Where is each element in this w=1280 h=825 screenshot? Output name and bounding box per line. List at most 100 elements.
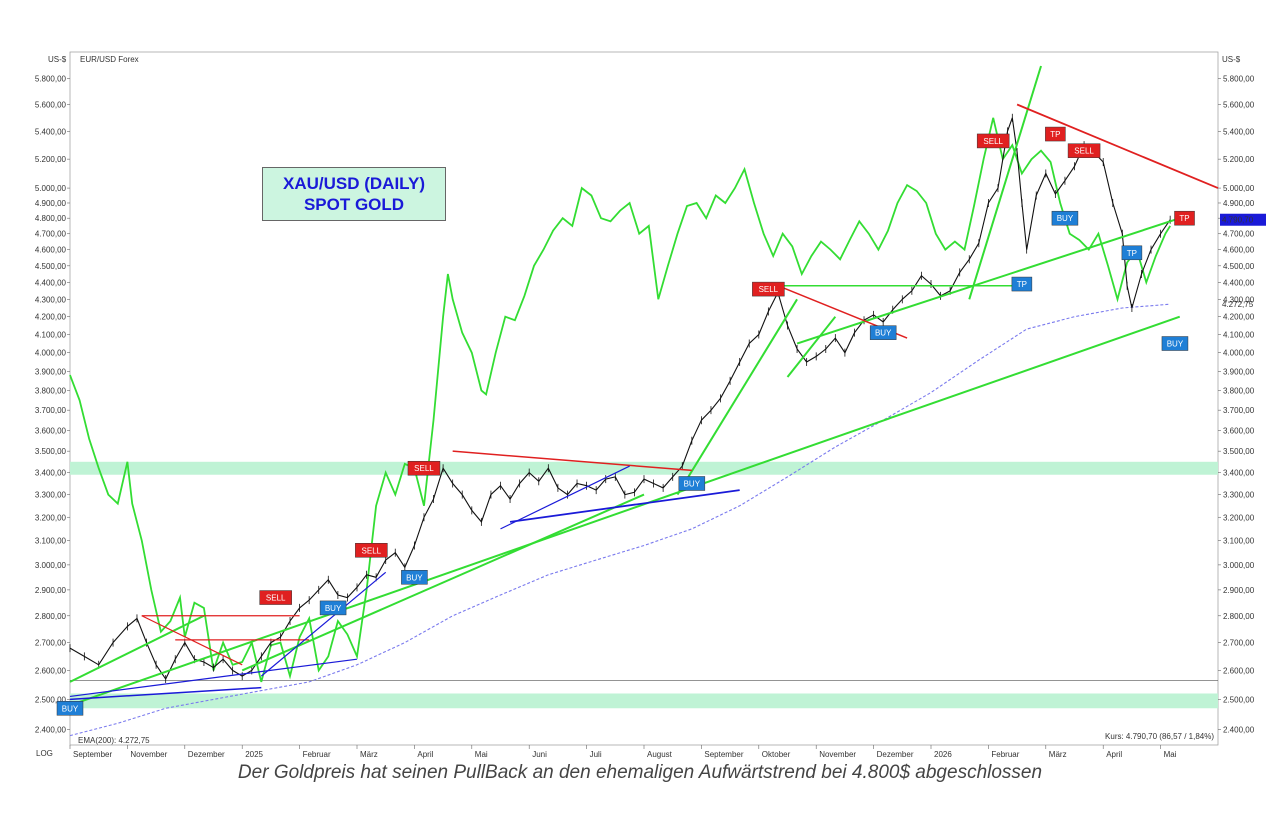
overlay-series-label: EUR/USD Forex <box>80 55 139 64</box>
log-scale-label: LOG <box>36 749 53 758</box>
y-tick-label-left: 3.200,00 <box>35 513 67 522</box>
signal-box <box>1067 143 1101 158</box>
blue-support-1 <box>69 686 262 701</box>
y-tick-label-left: 5.800,00 <box>35 75 67 84</box>
signal-label: TP <box>1127 249 1137 258</box>
signal-box <box>869 325 897 340</box>
y-tick-label-left: 2.400,00 <box>35 725 67 734</box>
x-tick-label: Juli <box>590 750 602 759</box>
steep-trend-line <box>968 65 1042 300</box>
signal-box <box>407 460 441 476</box>
x-tick-label: Februar <box>303 750 331 759</box>
support-zone-upper <box>70 461 1218 475</box>
y-tick-label-right: 2.800,00 <box>1223 612 1255 621</box>
y-tick-label-right: 4.100,00 <box>1223 330 1255 339</box>
signal-label: SELL <box>362 546 382 555</box>
y-tick-label-right: 3.100,00 <box>1223 537 1255 546</box>
blue-support-3 <box>260 571 387 677</box>
signal-box <box>355 543 388 558</box>
y-tick-label-right: 3.600,00 <box>1223 426 1255 435</box>
signal-label: BUY <box>684 479 701 488</box>
chart-title-box: XAU/USD (DAILY) SPOT GOLD <box>262 167 446 221</box>
signal-box <box>1161 336 1189 351</box>
y-tick-label-right: 2.500,00 <box>1223 695 1255 704</box>
y-tick-label-left: 4.800,00 <box>35 214 67 223</box>
y-tick-label-right: 3.700,00 <box>1223 406 1255 415</box>
signal-label: TP <box>1179 214 1189 223</box>
y-tick-label-left: 3.900,00 <box>35 367 67 376</box>
sept-trend-line <box>676 298 798 496</box>
signal-label: BUY <box>325 604 342 613</box>
signal-box <box>1045 126 1066 142</box>
signal-box <box>678 476 706 491</box>
y-tick-label-right: 2.900,00 <box>1223 586 1255 595</box>
signal-tp: TP <box>1045 126 1066 142</box>
y-tick-label-left: 3.700,00 <box>35 406 67 415</box>
y-tick-label-right: 5.000,00 <box>1223 184 1255 193</box>
signal-sell: SELL <box>752 281 785 297</box>
long-trend-line <box>69 315 1181 707</box>
early-trend-line <box>69 614 205 683</box>
y-tick-label-left: 4.900,00 <box>35 199 67 208</box>
x-tick-label: 2025 <box>245 750 263 759</box>
y-tick-label-left: 5.600,00 <box>35 100 67 109</box>
chart-title: XAU/USD (DAILY) <box>283 174 425 193</box>
ema-label: EMA(200): 4.272,75 <box>78 736 150 745</box>
signal-sell: SELL <box>259 590 292 605</box>
red-triangle-top <box>452 450 692 472</box>
blue-triangle-bottom <box>509 489 740 523</box>
x-tick-label: Februar <box>991 750 1019 759</box>
signal-box <box>319 600 347 616</box>
signal-sell: SELL <box>407 460 441 476</box>
y-tick-label-left: 3.500,00 <box>35 447 67 456</box>
y-tick-label-left: 3.600,00 <box>35 426 67 435</box>
unit-label-left: US-$ <box>48 55 67 64</box>
signal-box <box>752 281 785 297</box>
x-tick-label: Mai <box>1164 750 1177 759</box>
support-zone-lower <box>70 693 1218 709</box>
signal-label: BUY <box>1057 214 1074 223</box>
x-tick-label: August <box>647 750 673 759</box>
y-tick-label-left: 5.200,00 <box>35 155 67 164</box>
x-tick-label: Oktober <box>762 750 791 759</box>
triangle-lower-line <box>786 316 837 378</box>
signal-box <box>976 133 1010 149</box>
signal-sell: SELL <box>355 543 388 558</box>
signal-box <box>259 590 292 605</box>
signal-buy: BUY <box>319 600 347 616</box>
x-tick-label: September <box>704 750 743 759</box>
y-tick-label-left: 2.900,00 <box>35 586 67 595</box>
signal-sell: SELL <box>976 133 1010 149</box>
ema-price-tag: 4.272,75 <box>1222 300 1254 309</box>
last-price-tag-box <box>1220 213 1266 226</box>
x-tick-label: Dezember <box>188 750 225 759</box>
y-tick-label-right: 3.300,00 <box>1223 491 1255 500</box>
last-price-tag: 4.790,70 <box>1222 216 1254 225</box>
signal-buy: BUY <box>401 570 428 585</box>
y-tick-label-left: 4.700,00 <box>35 230 67 239</box>
signal-box <box>401 570 428 585</box>
signal-label: SELL <box>266 594 286 603</box>
y-tick-label-left: 4.300,00 <box>35 295 67 304</box>
y-tick-label-left: 3.300,00 <box>35 491 67 500</box>
signal-box <box>1174 210 1195 226</box>
ema-200-line <box>69 303 1171 737</box>
chart-subtitle: SPOT GOLD <box>303 195 405 214</box>
x-tick-label: Mai <box>475 750 488 759</box>
y-tick-label-right: 2.700,00 <box>1223 639 1255 648</box>
y-tick-label-left: 4.500,00 <box>35 262 67 271</box>
y-tick-label-left: 4.100,00 <box>35 330 67 339</box>
x-tick-label: 2026 <box>934 750 952 759</box>
y-tick-label-left: 4.600,00 <box>35 246 67 255</box>
signal-sell: SELL <box>1067 143 1101 158</box>
last-price-label: Kurs: 4.790,70 (86,57 / 1,84%) <box>1105 732 1214 741</box>
signal-label: TP <box>1050 130 1060 139</box>
y-tick-label-right: 2.600,00 <box>1223 666 1255 675</box>
y-tick-label-right: 3.500,00 <box>1223 447 1255 456</box>
x-tick-label: März <box>1049 750 1067 759</box>
x-tick-label: April <box>417 750 433 759</box>
signal-tp: TP <box>1011 276 1033 292</box>
y-tick-label-right: 3.000,00 <box>1223 561 1255 570</box>
x-tick-label: September <box>73 750 112 759</box>
y-tick-label-right: 3.400,00 <box>1223 469 1255 478</box>
